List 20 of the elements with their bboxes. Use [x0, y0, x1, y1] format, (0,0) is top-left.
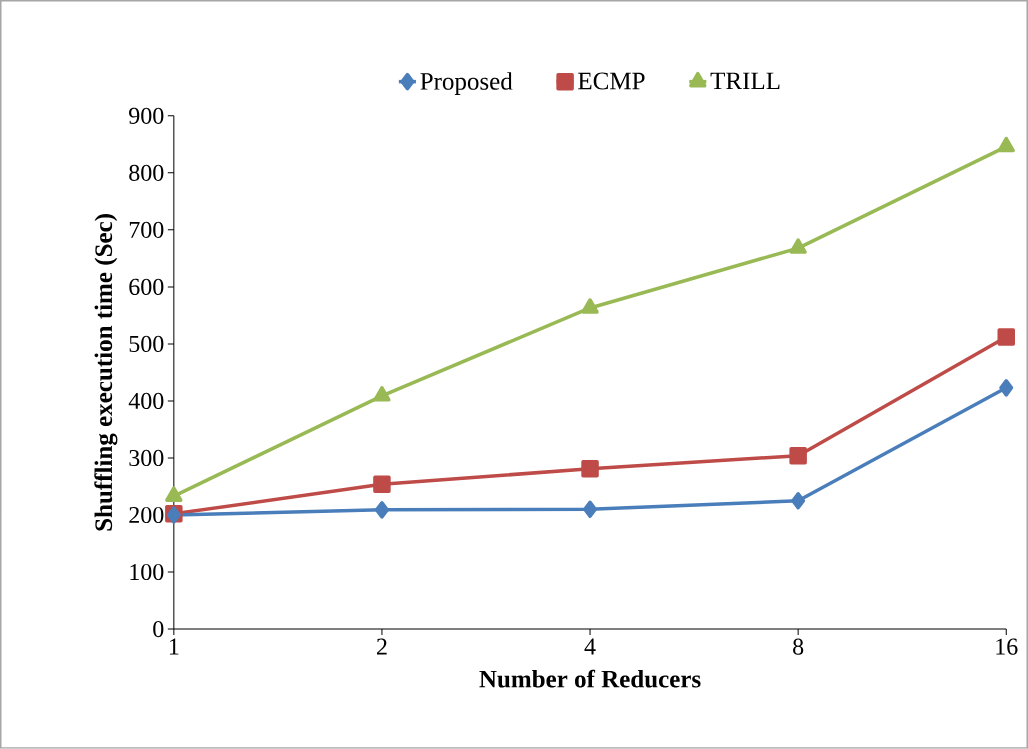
y-tick-label: 200	[129, 506, 164, 524]
y-tick-label: 600	[129, 278, 164, 296]
y-tick-label: 800	[129, 164, 164, 181]
y-tick-label: 700	[129, 221, 164, 239]
x-axis-title: Number of Reducers	[479, 669, 701, 688]
x-tick-label: 1	[169, 638, 179, 655]
x-tick-label: 4	[584, 638, 596, 655]
legend-label: ECMP	[578, 72, 645, 90]
x-tick-label: 8	[793, 638, 804, 655]
y-tick-label: 900	[129, 107, 164, 124]
y-tick-label: 300	[129, 449, 164, 467]
y-tick-label: 500	[129, 335, 164, 353]
y-tick-label: 400	[128, 392, 164, 410]
y-tick-label: 0	[153, 621, 164, 638]
legend-label: Proposed	[420, 72, 513, 95]
legend-label: TRILL	[710, 72, 780, 90]
x-tick-label: 2	[376, 638, 387, 655]
y-axis-title: Shuffling execution time (Sec)	[94, 214, 118, 531]
y-tick-label: 100	[130, 563, 164, 581]
x-tick-label: 16	[996, 638, 1018, 655]
